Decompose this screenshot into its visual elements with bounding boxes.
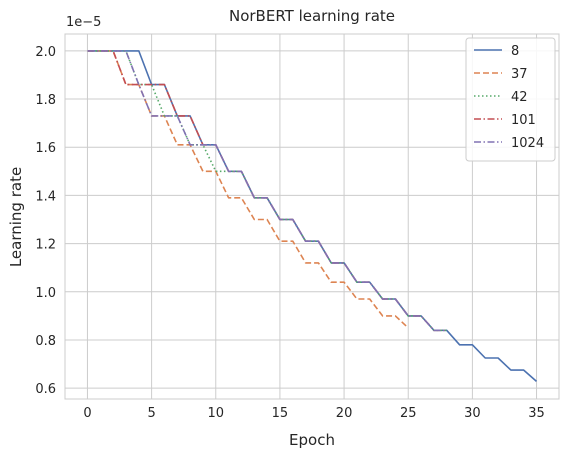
chart-title: NorBERT learning rate bbox=[229, 7, 395, 25]
legend-label: 42 bbox=[511, 90, 528, 105]
x-tick-label: 30 bbox=[464, 406, 481, 421]
y-tick-label: 1.2 bbox=[35, 238, 56, 253]
x-axis-title: Epoch bbox=[289, 431, 335, 449]
x-tick-label: 10 bbox=[207, 406, 224, 421]
y-tick-label: 0.6 bbox=[35, 382, 56, 397]
legend-label: 101 bbox=[511, 113, 536, 128]
x-tick-label: 25 bbox=[400, 406, 417, 421]
y-tick-label: 1.8 bbox=[35, 93, 56, 108]
series-line-1024 bbox=[87, 50, 447, 332]
y-tick-label: 1.0 bbox=[35, 286, 56, 301]
y-tick-label: 2.0 bbox=[35, 45, 56, 60]
x-tick-label: 15 bbox=[272, 406, 289, 421]
x-tick-label: 0 bbox=[83, 406, 91, 421]
y-tick-label: 0.8 bbox=[35, 334, 56, 349]
x-tick-labels: 0 5 10 15 20 25 30 35 bbox=[83, 406, 545, 421]
y-axis-title: Learning rate bbox=[7, 167, 25, 267]
legend: 8 37 42 101 1024 bbox=[465, 37, 556, 162]
x-tick-label: 35 bbox=[528, 406, 545, 421]
series-lines bbox=[87, 50, 538, 382]
legend-box bbox=[465, 37, 556, 162]
legend-label: 1024 bbox=[511, 136, 544, 151]
legend-label: 37 bbox=[511, 67, 528, 82]
plot-frame bbox=[64, 33, 560, 400]
x-tick-label: 20 bbox=[336, 406, 353, 421]
x-tick-label: 5 bbox=[147, 406, 155, 421]
y-tick-labels: 0.6 0.8 1.0 1.2 1.4 1.6 1.8 2.0 bbox=[35, 45, 56, 397]
y-offset-label: 1e−5 bbox=[66, 15, 101, 30]
y-tick-label: 1.4 bbox=[35, 189, 56, 204]
legend-label: 8 bbox=[511, 44, 519, 59]
y-tick-label: 1.6 bbox=[35, 141, 56, 156]
